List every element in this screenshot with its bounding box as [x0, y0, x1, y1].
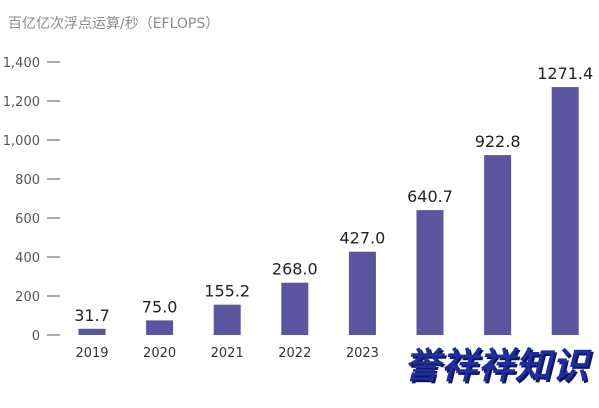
- unit-label: 百亿亿次浮点运算/秒（EFLOPS）: [8, 16, 219, 32]
- y-tick-label: 1,000: [3, 134, 40, 149]
- data-label: 427.0: [339, 229, 385, 248]
- x-tick-label: 2022: [278, 346, 311, 361]
- y-tick-label: 1,400: [3, 56, 40, 71]
- bar: [213, 304, 241, 335]
- bar: [146, 320, 174, 335]
- data-label: 922.8: [475, 132, 521, 151]
- watermark-text-1: 誉祥: [404, 346, 479, 387]
- data-label: 1271.4: [537, 64, 593, 83]
- y-axis: 0 200 400 600 800 1,000 1,200 1,400: [3, 56, 60, 344]
- bar: [416, 210, 444, 335]
- bar: [348, 251, 376, 335]
- y-tick-label: 1,200: [3, 95, 40, 110]
- data-label: 75.0: [142, 297, 178, 316]
- data-label: 31.7: [74, 306, 110, 325]
- y-tick-label: 200: [15, 290, 40, 305]
- bar: [551, 87, 579, 335]
- bar: [78, 328, 106, 335]
- x-axis: 2019 2020 2021 2022 2023: [75, 346, 378, 361]
- data-label: 268.0: [272, 260, 318, 279]
- y-tick-label: 400: [15, 251, 40, 266]
- data-label: 155.2: [204, 282, 250, 301]
- y-tick-label: 0: [32, 329, 40, 344]
- x-tick-label: 2019: [75, 346, 108, 361]
- bars: [78, 87, 579, 335]
- y-tick-label: 600: [15, 212, 40, 227]
- data-label: 640.7: [407, 187, 453, 206]
- x-tick-label: 2023: [346, 346, 379, 361]
- x-tick-label: 2020: [143, 346, 176, 361]
- bar: [484, 155, 512, 335]
- y-tick-label: 800: [15, 173, 40, 188]
- watermark-logo: 誉祥 祥知识: [404, 334, 594, 392]
- bar: [281, 282, 309, 335]
- x-tick-label: 2021: [211, 346, 244, 361]
- watermark-text-2: 祥知识: [478, 346, 590, 387]
- value-labels: 31.7 75.0 155.2 268.0 427.0 640.7 922.8 1271.4: [74, 64, 593, 325]
